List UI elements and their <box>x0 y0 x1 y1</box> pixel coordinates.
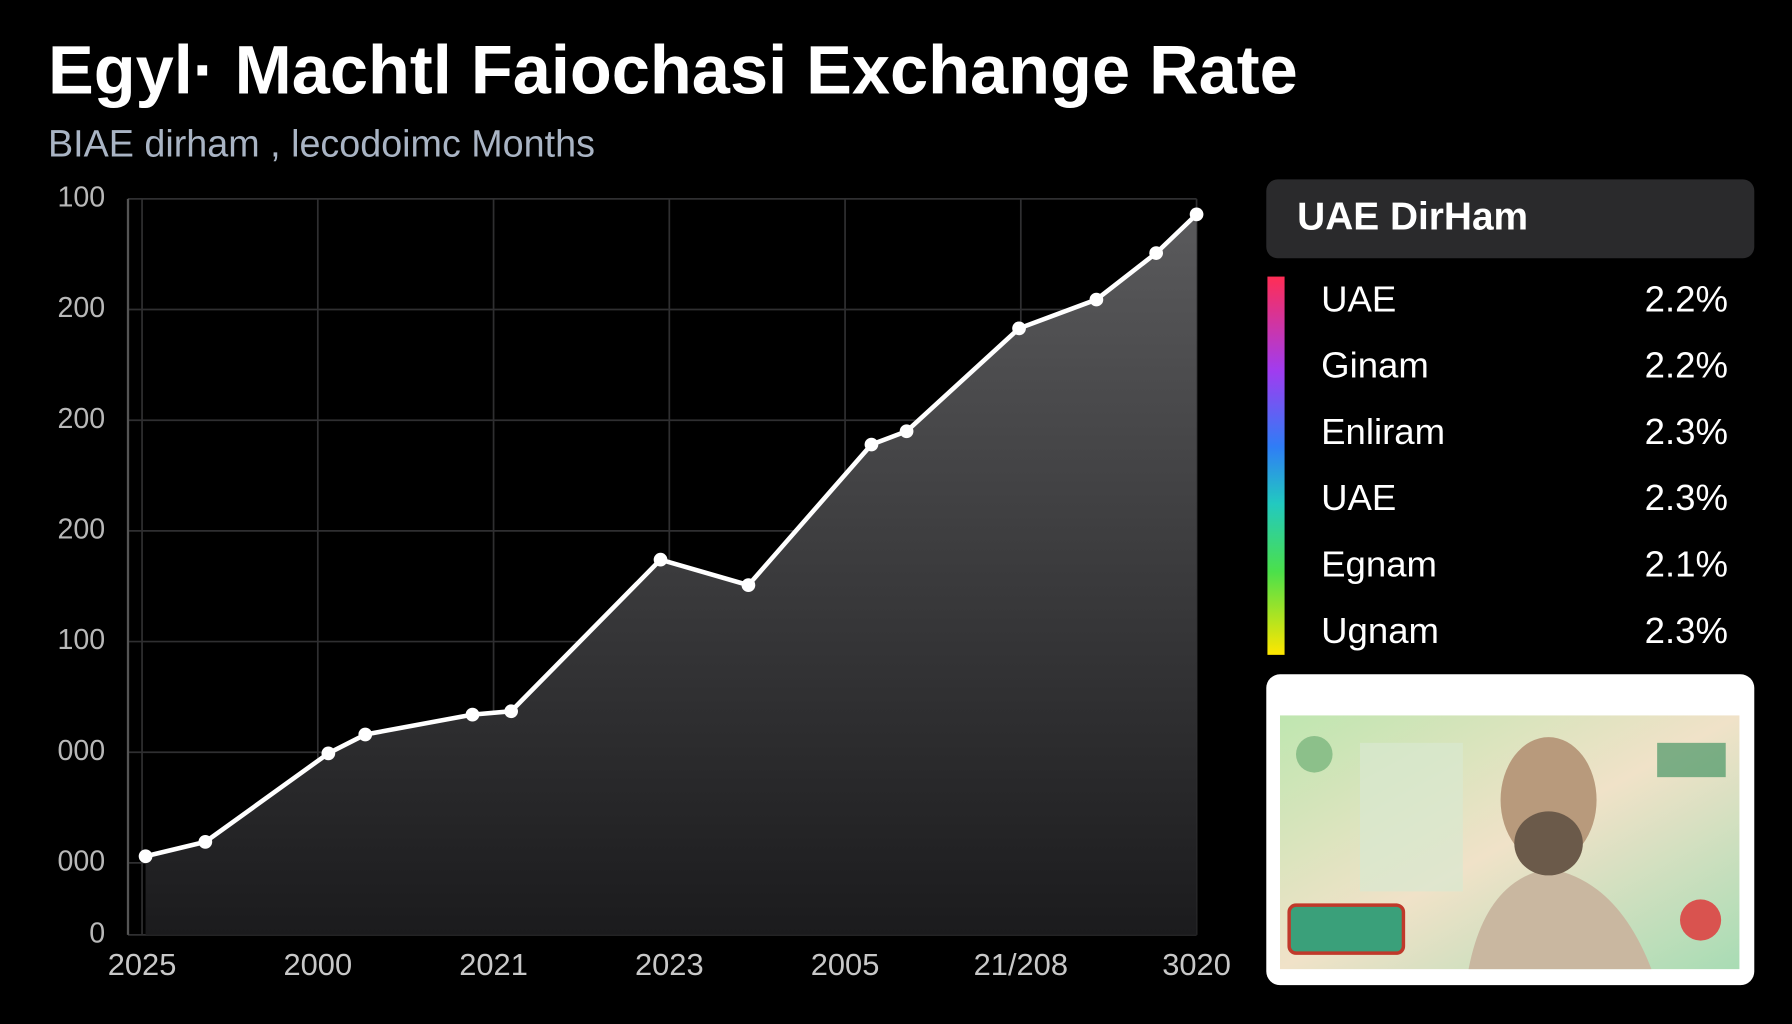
x-tick-label: 2005 <box>811 947 880 982</box>
y-tick-label: 100 <box>57 624 105 656</box>
point <box>465 707 480 722</box>
y-tick-label: 100 <box>57 181 105 213</box>
banknote-text-block <box>1360 742 1463 892</box>
point <box>1189 207 1204 222</box>
legend-name: UAE <box>1321 477 1396 518</box>
legend-rows: UAE 2.2% Ginam 2.2% Enliram 2.3% UAE 2.3% Egnam 2… <box>1321 278 1728 650</box>
banknote-denomination <box>1287 903 1406 955</box>
point <box>321 746 336 761</box>
point <box>899 424 914 439</box>
y-tick-label: 000 <box>57 845 105 877</box>
banknote-corner <box>1657 742 1726 778</box>
point <box>1012 321 1026 336</box>
banknote <box>1280 715 1740 970</box>
x-tick-label: 21/208 <box>974 947 1068 982</box>
y-tick-label: 0 <box>89 917 105 949</box>
legend-value: 2.3% <box>1645 610 1728 651</box>
area-fill <box>145 214 1197 935</box>
chart-subtitle: BIAE dirham , lecodoimc Months <box>48 122 595 164</box>
x-tick-label: 2023 <box>635 947 704 982</box>
point <box>138 849 153 864</box>
legend-name: Ugnam <box>1321 610 1439 651</box>
portrait-beard <box>1514 811 1583 876</box>
point <box>864 437 879 452</box>
x-tick-label: 2000 <box>283 947 352 982</box>
legend-value: 2.3% <box>1645 477 1728 518</box>
point <box>741 578 756 592</box>
point <box>504 704 518 719</box>
point <box>358 727 373 742</box>
y-tick-label: 200 <box>57 513 105 545</box>
point <box>653 552 668 567</box>
legend-value: 2.2% <box>1645 345 1728 386</box>
legend-name: Egnam <box>1321 544 1437 585</box>
line <box>145 212 1199 859</box>
legend-title: UAE DirHam <box>1297 196 1528 239</box>
point <box>1149 246 1164 260</box>
x-tick-label: 2021 <box>459 947 528 982</box>
point <box>1089 292 1104 307</box>
y-tick-label: 000 <box>57 735 105 767</box>
portrait-body <box>1468 868 1652 970</box>
legend-color-bar <box>1267 276 1285 655</box>
y-tick-label: 200 <box>57 292 105 324</box>
y-tick-label: 200 <box>57 403 105 435</box>
x-tick-label: 2025 <box>108 947 177 982</box>
legend-value: 2.1% <box>1645 544 1728 585</box>
legend-name: Enliram <box>1321 411 1445 452</box>
point <box>198 835 213 849</box>
legend-name: UAE <box>1321 278 1396 319</box>
legend-name: Ginam <box>1321 345 1429 386</box>
x-tick-label: 3020 <box>1162 947 1231 982</box>
banknote-seal <box>1680 899 1722 941</box>
legend-header <box>1266 179 1755 259</box>
legend-value: 2.2% <box>1645 278 1728 319</box>
chart-title: Egyl· Machtl Faiochasi Exchange Rate <box>48 32 1298 109</box>
banknote-emblem <box>1296 736 1333 773</box>
legend-value: 2.3% <box>1645 411 1728 452</box>
